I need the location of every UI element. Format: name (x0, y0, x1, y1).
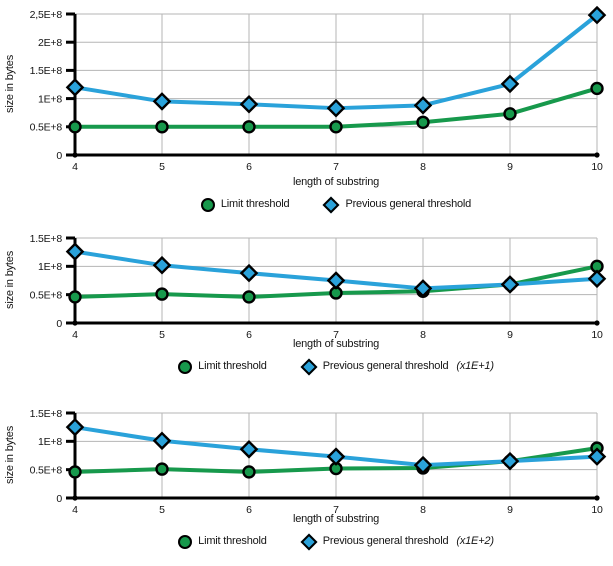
svg-text:0: 0 (56, 318, 62, 330)
legend-item-previous-threshold: Previous general threshold (x1E+2) (300, 533, 494, 550)
circle-marker-icon (178, 359, 193, 374)
legend-label: Previous general threshold (322, 535, 449, 547)
legend-label: Previous general threshold (322, 360, 449, 372)
legend-scale-note: (x1E+2) (456, 535, 494, 547)
svg-text:0.5E+8: 0.5E+8 (30, 464, 63, 476)
legend-item-limit-threshold: Limit threshold (178, 359, 267, 374)
svg-text:4: 4 (72, 504, 78, 513)
svg-text:8: 8 (420, 161, 426, 173)
svg-text:10: 10 (591, 161, 603, 173)
svg-text:5: 5 (159, 504, 165, 513)
svg-text:7: 7 (333, 504, 339, 513)
svg-text:1.5E+8: 1.5E+8 (30, 408, 63, 420)
legend-item-limit-threshold: Limit threshold (200, 197, 290, 212)
plot-area-top: 0 0.5E+8 1E+8 1.5E+8 2E+8 2,5E+8 4 5 6 7 8 9 10 (30, 5, 607, 173)
svg-text:0: 0 (56, 493, 62, 505)
diamond-marker-icon (300, 533, 318, 550)
chart-block-bottom: size in bytes 0 0.5E+8 1E+8 1.5E+8 4 5 6 7 8 9 10 … (0, 403, 613, 550)
svg-text:1E+8: 1E+8 (38, 93, 62, 105)
svg-text:5: 5 (159, 161, 165, 173)
svg-text:0.5E+8: 0.5E+8 (30, 122, 63, 134)
svg-text:0.5E+8: 0.5E+8 (30, 289, 63, 301)
svg-text:2,5E+8: 2,5E+8 (30, 9, 63, 21)
legend-scale-note: (x1E+1) (456, 360, 494, 372)
svg-text:2E+8: 2E+8 (38, 37, 62, 49)
y-axis-title: size in bytes (3, 251, 16, 309)
svg-text:0: 0 (56, 150, 62, 162)
svg-text:4: 4 (72, 161, 78, 173)
legend-bottom: Limit threshold Previous general thresho… (75, 533, 597, 550)
x-axis-title: length of substring (292, 513, 380, 525)
svg-text:10: 10 (591, 329, 603, 338)
svg-text:6: 6 (246, 329, 252, 338)
svg-text:4: 4 (72, 329, 78, 338)
svg-text:1E+8: 1E+8 (38, 436, 62, 448)
legend-label: Limit threshold (198, 360, 267, 372)
y-axis-title-wrap: size in bytes (2, 403, 17, 507)
legend-top: Limit threshold Previous general thresho… (75, 196, 597, 213)
circle-marker-icon (200, 197, 215, 212)
legend-item-previous-threshold: Previous general threshold (322, 196, 472, 213)
x-axis-title: length of substring (292, 338, 380, 350)
svg-text:5: 5 (159, 329, 165, 338)
legend-middle: Limit threshold Previous general thresho… (75, 358, 597, 375)
figure-page: size in bytes 0 0.5E+8 1E+8 1.5E+8 2E+8 2,5E+… (0, 0, 613, 550)
y-axis-title-wrap: size in bytes (2, 228, 17, 332)
svg-text:9: 9 (507, 504, 513, 513)
diamond-marker-icon (300, 358, 318, 375)
svg-text:7: 7 (333, 329, 339, 338)
svg-text:9: 9 (507, 161, 513, 173)
legend-label: Limit threshold (220, 198, 290, 210)
svg-text:6: 6 (246, 504, 252, 513)
svg-text:6: 6 (246, 161, 252, 173)
svg-text:8: 8 (420, 504, 426, 513)
plot-area-middle: 0 0.5E+8 1E+8 1.5E+8 4 5 6 7 8 9 10 (30, 233, 607, 338)
y-axis-title-wrap: size in bytes (2, 0, 17, 168)
diamond-marker-icon (322, 196, 340, 213)
y-axis-title: size in bytes (3, 55, 16, 113)
y-axis-title: size in bytes (3, 426, 16, 484)
svg-text:1.5E+8: 1.5E+8 (30, 65, 63, 77)
x-axis-title: length of substring (292, 176, 380, 188)
legend-label: Limit threshold (198, 535, 267, 547)
svg-text:10: 10 (591, 504, 603, 513)
legend-item-previous-threshold: Previous general threshold (x1E+1) (300, 358, 494, 375)
legend-item-limit-threshold: Limit threshold (178, 534, 267, 549)
svg-text:7: 7 (333, 161, 339, 173)
chart-block-top: size in bytes 0 0.5E+8 1E+8 1.5E+8 2E+8 2,5E+… (0, 0, 613, 213)
svg-text:1.5E+8: 1.5E+8 (30, 233, 63, 245)
svg-text:1E+8: 1E+8 (38, 261, 62, 273)
plot-area-bottom: 0 0.5E+8 1E+8 1.5E+8 4 5 6 7 8 9 10 (30, 408, 607, 513)
circle-marker-icon (178, 534, 193, 549)
svg-text:8: 8 (420, 329, 426, 338)
svg-text:9: 9 (507, 329, 513, 338)
legend-label: Previous general threshold (345, 198, 472, 210)
chart-block-middle: size in bytes 0 0.5E+8 1E+8 1.5E+8 4 5 6 7 8 9 10 … (0, 228, 613, 375)
